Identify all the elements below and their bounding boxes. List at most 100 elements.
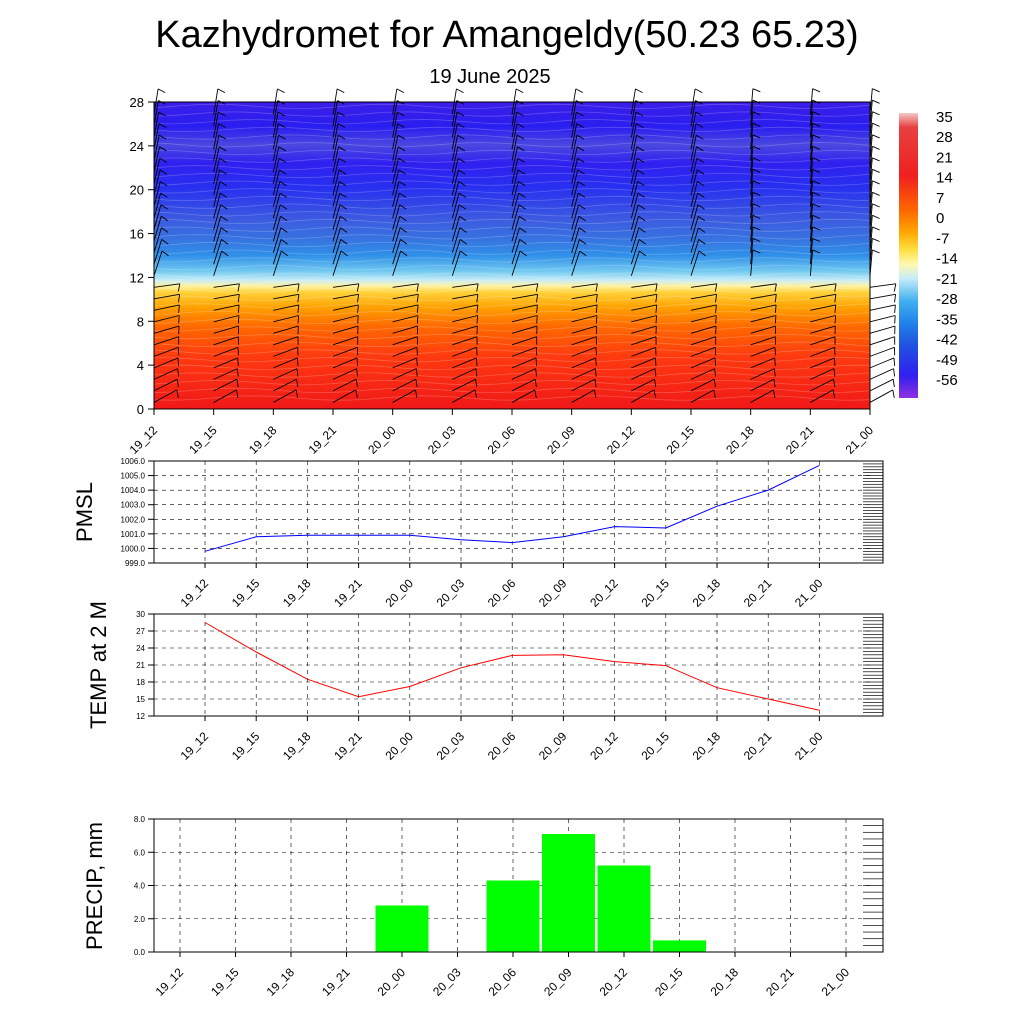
wind-barb bbox=[332, 293, 360, 303]
wind-barb bbox=[153, 169, 168, 196]
wind-barb bbox=[809, 191, 821, 219]
wind-barb bbox=[153, 389, 179, 403]
isotherm-line bbox=[153, 341, 871, 347]
wind-barb bbox=[571, 378, 597, 392]
wind-barb bbox=[690, 389, 716, 403]
wind-barb bbox=[571, 123, 584, 150]
wind-barb bbox=[392, 111, 405, 138]
wind-barb bbox=[809, 249, 821, 276]
wind-barb bbox=[392, 315, 419, 324]
wind-barb bbox=[631, 346, 657, 357]
wind-barb bbox=[511, 389, 537, 403]
wind-barb bbox=[810, 346, 836, 357]
wind-barb bbox=[273, 283, 300, 292]
wind-barb bbox=[153, 357, 180, 369]
isotherm-line bbox=[153, 280, 871, 286]
x-tick-label: 21_00 bbox=[819, 965, 853, 999]
wind-barb bbox=[571, 227, 586, 253]
x-tick-label: 19_12 bbox=[178, 729, 212, 763]
y-tick-label: 1005.0 bbox=[121, 472, 146, 481]
wind-barb bbox=[690, 134, 704, 161]
colorbar-label: 35 bbox=[936, 109, 953, 126]
wind-barb bbox=[511, 215, 527, 242]
wind-barb bbox=[153, 304, 180, 313]
wind-barb bbox=[153, 368, 180, 380]
wind-barb bbox=[571, 111, 584, 138]
wind-barb bbox=[810, 368, 836, 380]
colorbar bbox=[899, 113, 918, 398]
wind-barb bbox=[690, 357, 717, 369]
wind-barb bbox=[153, 123, 167, 150]
wind-barb bbox=[213, 315, 240, 324]
wind-barb bbox=[153, 378, 179, 392]
wind-barb bbox=[213, 204, 228, 230]
wind-barb bbox=[690, 378, 716, 392]
wind-barb bbox=[869, 357, 896, 369]
wind-barb bbox=[690, 215, 706, 242]
colorbar-label: 0 bbox=[936, 210, 944, 227]
wind-barb bbox=[810, 357, 836, 369]
wind-barb bbox=[153, 111, 166, 138]
wind-barb bbox=[750, 134, 761, 161]
wind-barb bbox=[153, 250, 169, 276]
wind-barb bbox=[451, 123, 465, 150]
wind-barb bbox=[213, 181, 228, 207]
pmsl-grid bbox=[154, 460, 873, 564]
wind-barb bbox=[571, 215, 586, 242]
heatmap-x-tick-label: 20_18 bbox=[723, 423, 757, 457]
x-tick-label: 20_21 bbox=[741, 576, 775, 610]
wind-barb bbox=[571, 336, 597, 346]
wind-barb bbox=[750, 304, 777, 313]
wind-barb bbox=[750, 357, 776, 369]
colorbar-label: -7 bbox=[936, 230, 949, 247]
wind-barb bbox=[392, 389, 418, 403]
wind-barb bbox=[809, 214, 821, 242]
y-tick-label: 27 bbox=[136, 627, 145, 636]
wind-barb bbox=[511, 192, 526, 219]
wind-barb bbox=[213, 134, 227, 161]
wind-barb bbox=[809, 180, 821, 207]
wind-barb bbox=[810, 336, 836, 346]
wind-barb bbox=[630, 134, 644, 161]
x-tick-label: 20_09 bbox=[536, 576, 570, 610]
wind-barb bbox=[392, 123, 405, 150]
y-tick-label: 6.0 bbox=[134, 848, 146, 857]
wind-barb bbox=[690, 315, 717, 324]
wind-barb bbox=[690, 283, 718, 292]
wind-barb bbox=[630, 227, 646, 253]
wind-barb bbox=[750, 237, 761, 265]
wind-barb bbox=[810, 315, 837, 324]
precip-bar bbox=[486, 880, 540, 952]
wind-barb bbox=[272, 239, 288, 265]
isotherm-line bbox=[153, 218, 871, 225]
wind-barb bbox=[452, 283, 479, 292]
wind-barb bbox=[332, 134, 346, 161]
wind-barb bbox=[869, 249, 880, 276]
x-tick-label: 20_18 bbox=[708, 965, 742, 999]
colorbar-label: -28 bbox=[936, 291, 958, 308]
x-tick-label: 19_12 bbox=[153, 965, 187, 999]
wind-barb bbox=[809, 226, 821, 253]
x-tick-label: 19_21 bbox=[319, 965, 353, 999]
colorbar-label: -42 bbox=[936, 332, 958, 349]
isotherm-line bbox=[153, 303, 871, 309]
heatmap-y-tick-label: 8 bbox=[137, 314, 144, 329]
isotherm-line bbox=[153, 295, 871, 301]
wind-barb bbox=[272, 123, 286, 150]
x-tick-label: 19_18 bbox=[280, 729, 314, 763]
wind-barb bbox=[213, 357, 239, 369]
wind-barb bbox=[511, 239, 527, 265]
wind-barb bbox=[273, 389, 299, 403]
isotherm-line bbox=[153, 326, 871, 332]
wind-barb bbox=[273, 293, 300, 303]
x-tick-label: 20_09 bbox=[541, 965, 575, 999]
isotherm-line bbox=[153, 372, 871, 378]
heatmap-x-tick-label: 19_15 bbox=[186, 423, 220, 457]
wind-barb bbox=[571, 389, 597, 403]
precip-bars bbox=[375, 834, 706, 952]
wind-barb bbox=[630, 146, 645, 173]
heatmap-x-tick-label: 21_00 bbox=[843, 423, 877, 457]
isotherm-line bbox=[153, 287, 871, 294]
wind-barb bbox=[809, 122, 821, 150]
x-tick-label: 20_18 bbox=[690, 576, 724, 610]
